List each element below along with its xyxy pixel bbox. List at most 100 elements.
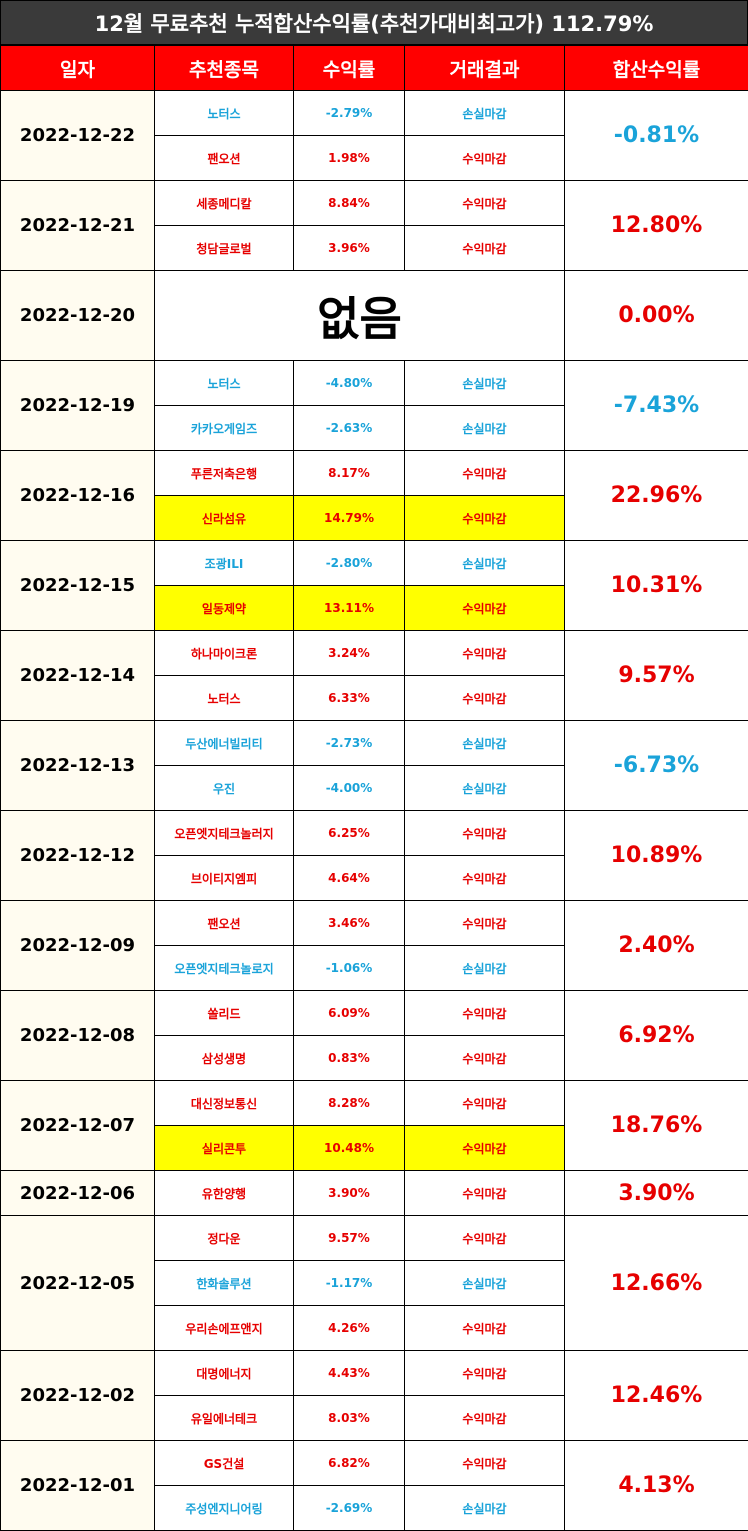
result-cell: 손실마감 (404, 765, 565, 811)
result-cell: 수익마감 (404, 675, 565, 721)
result-cell: 수익마감 (404, 585, 565, 631)
table-row: 2022-12-13 두산에너빌리티 -2.73% 손실마감 -6.73% (0, 720, 748, 811)
total-return-cell: 12.46% (564, 1350, 748, 1441)
total-return-cell: 9.57% (564, 630, 748, 721)
total-return-cell: 22.96% (564, 450, 748, 541)
result-cell: 손실마감 (404, 90, 565, 136)
return-cell: 10.48% (293, 1125, 405, 1171)
result-cell: 수익마감 (404, 990, 565, 1036)
table-row: 우진 -4.00% 손실마감 (1, 765, 748, 811)
total-return-cell: 2.40% (564, 900, 748, 991)
result-cell: 수익마감 (404, 1395, 565, 1441)
no-pick-cell: 없음 (154, 270, 565, 361)
stock-name-cell: 우리손에프앤지 (154, 1305, 294, 1351)
stock-name-cell: GS건설 (154, 1440, 294, 1486)
stock-name-cell: 노터스 (154, 360, 294, 406)
date-cell: 2022-12-12 (0, 810, 155, 901)
date-cell: 2022-12-13 (0, 720, 155, 811)
table-row: 팬오션 1.98% 수익마감 (1, 135, 748, 181)
return-cell: -1.06% (293, 945, 405, 991)
date-cell: 2022-12-20 (0, 270, 155, 361)
table-row: 브이티지엠피 4.64% 수익마감 (1, 855, 748, 901)
result-cell: 손실마감 (404, 945, 565, 991)
return-cell: 4.26% (293, 1305, 405, 1351)
return-cell: 6.25% (293, 810, 405, 856)
result-cell: 수익마감 (404, 1035, 565, 1081)
stock-name-cell: 신라섬유 (154, 495, 294, 541)
result-cell: 수익마감 (404, 810, 565, 856)
return-cell: 8.84% (293, 180, 405, 226)
table-row: 2022-12-06 유한양행 3.90% 수익마감 3.90% (0, 1170, 748, 1216)
return-cell: 14.79% (293, 495, 405, 541)
total-return-cell: -7.43% (564, 360, 748, 451)
table-row: 실리콘투 10.48% 수익마감 (1, 1125, 748, 1171)
header-return: 수익률 (293, 45, 405, 91)
return-cell: 3.24% (293, 630, 405, 676)
stock-name-cell: 세종메디칼 (154, 180, 294, 226)
stock-name-cell: 대신정보통신 (154, 1080, 294, 1126)
stock-name-cell: 쏠리드 (154, 990, 294, 1036)
table-row: 삼성생명 0.83% 수익마감 (1, 1035, 748, 1081)
result-cell: 손실마감 (404, 405, 565, 451)
result-cell: 수익마감 (404, 135, 565, 181)
table-row: 2022-12-01 GS건설 6.82% 수익마감 4.13% (0, 1440, 748, 1531)
table-row: 일동제약 13.11% 수익마감 (1, 585, 748, 631)
result-cell: 수익마감 (404, 1170, 565, 1216)
stock-name-cell: 오픈엣지테크놀러지 (154, 810, 294, 856)
return-cell: 1.98% (293, 135, 405, 181)
result-cell: 손실마감 (404, 1260, 565, 1306)
table-row: 2022-12-22 노터스 -2.79% 손실마감 -0.81% (0, 90, 748, 181)
return-cell: 6.82% (293, 1440, 405, 1486)
result-cell: 수익마감 (404, 1440, 565, 1486)
stock-name-cell: 우진 (154, 765, 294, 811)
return-cell: 0.83% (293, 1035, 405, 1081)
table-row: 노터스 6.33% 수익마감 (1, 675, 748, 721)
return-cell: -1.17% (293, 1260, 405, 1306)
return-cell: 3.96% (293, 225, 405, 271)
date-cell: 2022-12-05 (0, 1215, 155, 1351)
total-return-cell: 18.76% (564, 1080, 748, 1171)
header-date: 일자 (0, 45, 155, 91)
total-return-cell: 6.92% (564, 990, 748, 1081)
result-cell: 수익마감 (404, 1305, 565, 1351)
date-cell: 2022-12-02 (0, 1350, 155, 1441)
date-cell: 2022-12-19 (0, 360, 155, 451)
table-row: 신라섬유 14.79% 수익마감 (1, 495, 748, 541)
result-cell: 수익마감 (404, 1215, 565, 1261)
return-cell: -2.73% (293, 720, 405, 766)
table-row: 우리손에프앤지 4.26% 수익마감 (1, 1305, 748, 1351)
page-title: 12월 무료추천 누적합산수익률(추천가대비최고가) 112.79% (0, 0, 748, 45)
stock-name-cell: 주성엔지니어링 (154, 1485, 294, 1531)
result-cell: 수익마감 (404, 900, 565, 946)
date-cell: 2022-12-08 (0, 990, 155, 1081)
table-row: 2022-12-05 정다운 9.57% 수익마감 12.66% (0, 1215, 748, 1351)
table-row: 2022-12-16 푸른저축은행 8.17% 수익마감 22.96% (0, 450, 748, 541)
stock-name-cell: 대명에너지 (154, 1350, 294, 1396)
stock-name-cell: 카카오게임즈 (154, 405, 294, 451)
stock-name-cell: 푸른저축은행 (154, 450, 294, 496)
result-cell: 수익마감 (404, 495, 565, 541)
stock-name-cell: 브이티지엠피 (154, 855, 294, 901)
stock-name-cell: 하나마이크론 (154, 630, 294, 676)
table-row: 2022-12-15 조광ILI -2.80% 손실마감 10.31% (0, 540, 748, 631)
date-cell: 2022-12-01 (0, 1440, 155, 1531)
result-cell: 수익마감 (404, 1080, 565, 1126)
total-return-cell: -6.73% (564, 720, 748, 811)
table-row: 유일에너테크 8.03% 수익마감 (1, 1395, 748, 1441)
return-cell: 3.90% (293, 1170, 405, 1216)
total-return-cell: 4.13% (564, 1440, 748, 1531)
table-row: 오픈엣지테크놀로지 -1.06% 손실마감 (1, 945, 748, 991)
total-return-cell: -0.81% (564, 90, 748, 181)
result-cell: 수익마감 (404, 855, 565, 901)
result-cell: 손실마감 (404, 1485, 565, 1531)
total-return-cell: 10.89% (564, 810, 748, 901)
stock-name-cell: 한화솔루션 (154, 1260, 294, 1306)
header-stock: 추천종목 (154, 45, 294, 91)
return-cell: -2.79% (293, 90, 405, 136)
table-row: 2022-12-09 팬오션 3.46% 수익마감 2.40% (0, 900, 748, 991)
table-row: 청담글로벌 3.96% 수익마감 (1, 225, 748, 271)
header-row: 일자 추천종목 수익률 거래결과 합산수익률 (0, 45, 748, 91)
stock-name-cell: 정다운 (154, 1215, 294, 1261)
return-cell: 4.64% (293, 855, 405, 901)
